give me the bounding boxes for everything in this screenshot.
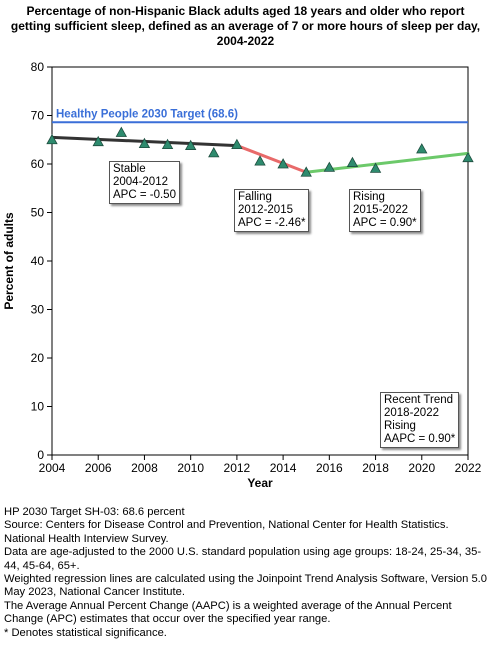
- footnote: Data are age-adjusted to the 2000 U.S. s…: [4, 546, 482, 572]
- data-point: [161, 138, 174, 150]
- chart-title-line-3: 2004-2022: [216, 34, 275, 48]
- x-tick-label: 2022: [455, 461, 482, 475]
- y-tick-label: 50: [31, 206, 45, 220]
- annotation-line: APC = -0.50: [113, 189, 176, 201]
- annotation-line: Rising: [353, 191, 385, 203]
- annotation-line: Stable: [113, 163, 146, 175]
- data-point: [231, 138, 243, 150]
- footnote: The Average Annual Percent Change (AAPC)…: [4, 599, 452, 626]
- annotation-line: Recent Trend: [384, 394, 454, 406]
- data-point: [254, 155, 266, 166]
- data-point: [138, 137, 151, 149]
- trend-segment-2: [235, 144, 308, 174]
- annotation-stable: Stable 2004-2012 APC = -0.50: [109, 161, 180, 204]
- annotation-recent-trend: Recent Trend 2018-2022 Rising AAPC = 0.9…: [380, 392, 460, 448]
- annotation-line: APC = -2.46*: [238, 217, 306, 229]
- y-tick-label: 60: [31, 157, 45, 171]
- annotation-line: 2018-2022: [384, 407, 439, 419]
- footnotes: HP 2030 Target SH-03: 68.6 percent Sourc…: [4, 506, 488, 640]
- data-point: [416, 143, 428, 154]
- chart-title-line-2: getting sufficient sleep, defined as an …: [10, 19, 481, 33]
- y-tick-label: 40: [31, 254, 45, 268]
- annotation-line: AAPC = 0.90*: [384, 433, 456, 445]
- chart-title: Percentage of non-Hispanic Black adults …: [0, 4, 491, 49]
- chart-title-line-1: Percentage of non-Hispanic Black adults …: [26, 4, 465, 18]
- data-point: [184, 139, 197, 150]
- annotation-line: Falling: [238, 191, 272, 203]
- data-point: [115, 126, 128, 137]
- footnote: * Denotes statistical significance.: [4, 626, 167, 639]
- y-tick-label: 0: [37, 448, 44, 462]
- footnote: Weighted regression lines are calculated…: [4, 573, 487, 599]
- y-tick-label: 30: [31, 303, 45, 317]
- data-point: [208, 147, 220, 158]
- footnote: HP 2030 Target SH-03: 68.6 percent: [4, 506, 185, 518]
- x-tick-label: 2016: [316, 461, 343, 475]
- data-point: [46, 133, 58, 145]
- y-tick-label: 70: [31, 109, 45, 123]
- x-tick-label: 2018: [362, 461, 389, 475]
- annotation-line: 2012-2015: [238, 204, 293, 216]
- annotation-line: Rising: [384, 420, 416, 432]
- annotation-line: APC = 0.90*: [353, 217, 417, 229]
- annotation-line: 2015-2022: [353, 204, 408, 216]
- data-point: [369, 162, 382, 173]
- y-tick-label: 80: [31, 60, 45, 74]
- x-tick-label: 2004: [39, 461, 66, 475]
- x-tick-label: 2014: [270, 461, 297, 475]
- y-tick-label: 20: [31, 351, 45, 365]
- annotation-rising: Rising 2015-2022 APC = 0.90*: [349, 189, 421, 232]
- annotation-falling: Falling 2012-2015 APC = -2.46*: [234, 189, 310, 232]
- data-point: [277, 158, 289, 169]
- x-tick-label: 2020: [408, 461, 435, 475]
- x-tick-label: 2010: [177, 461, 204, 475]
- x-tick-label: 2006: [85, 461, 112, 475]
- footnote: Source: Centers for Disease Control and …: [4, 519, 449, 545]
- x-axis-label: Year: [247, 476, 273, 490]
- y-tick-label: 10: [31, 400, 45, 414]
- x-tick-label: 2008: [131, 461, 158, 475]
- data-point: [346, 156, 359, 167]
- data-point: [462, 151, 474, 163]
- annotation-line: 2004-2012: [113, 176, 168, 188]
- data-point: [92, 135, 104, 147]
- x-tick-label: 2012: [224, 461, 251, 475]
- data-point: [323, 161, 336, 172]
- chart-area: 0 10 20 30 40 50 60 70 80 2004 2006 2008 2010 2012 201…: [2, 60, 482, 490]
- data-point: [300, 166, 312, 177]
- target-label: Healthy People 2030 Target (68.6): [56, 108, 238, 120]
- y-axis-label: Percent of adults: [2, 212, 16, 310]
